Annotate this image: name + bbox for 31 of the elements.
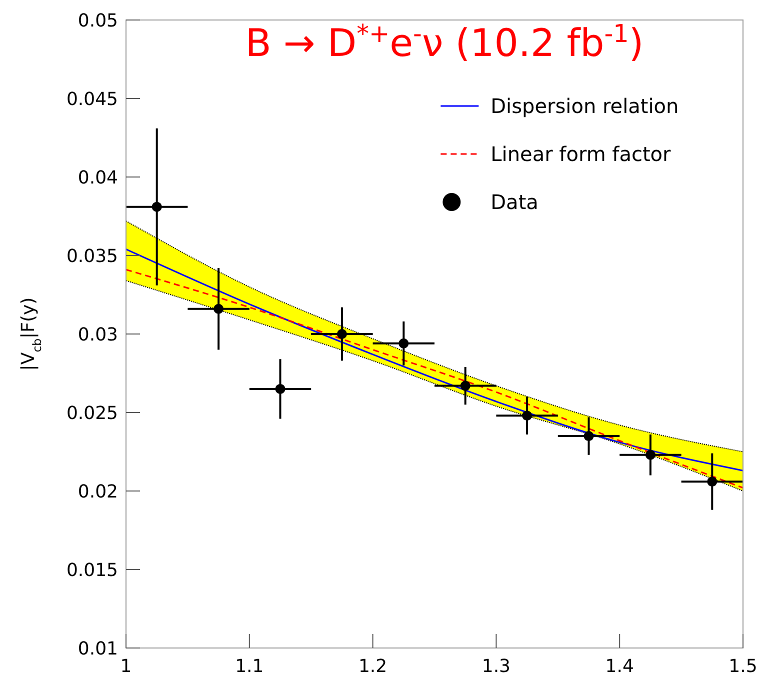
y-tick-label: 0.035 [66, 246, 118, 267]
x-tick-label: 1.4 [605, 656, 634, 677]
y-tick-label: 0.02 [78, 481, 118, 502]
legend-label: Dispersion relation [490, 94, 679, 118]
x-tick-label: 1 [120, 656, 132, 677]
y-tick-label: 0.03 [78, 324, 118, 346]
point [645, 450, 656, 460]
point [152, 202, 162, 212]
x-tick-label: 1.3 [482, 656, 511, 677]
chart-title: B → D$^{*+}$e$^{-}$ν (10.2 fb$^{-1}$) [245, 18, 644, 65]
point [275, 384, 286, 394]
y-tick-label: 0.015 [66, 560, 118, 581]
point [707, 476, 718, 487]
y-tick-label: 0.04 [78, 167, 118, 188]
point [398, 338, 409, 348]
line-series [126, 268, 743, 489]
point [214, 304, 224, 314]
legend-label: Linear form factor [490, 142, 672, 166]
y-tick-label: 0.05 [78, 10, 118, 32]
y-tick-label: 0.045 [66, 88, 118, 110]
point [584, 431, 594, 442]
legend-label: Data [490, 190, 538, 214]
point [460, 380, 470, 391]
point [336, 329, 347, 339]
point [522, 410, 532, 421]
y-tick-label: 0.025 [66, 402, 118, 424]
x-tick-label: 1.5 [728, 656, 758, 677]
x-tick-label: 1.1 [235, 656, 264, 677]
line-series [126, 248, 743, 472]
x-tick-label: 1.2 [358, 656, 388, 677]
y-tick-label: 0.01 [78, 638, 118, 660]
